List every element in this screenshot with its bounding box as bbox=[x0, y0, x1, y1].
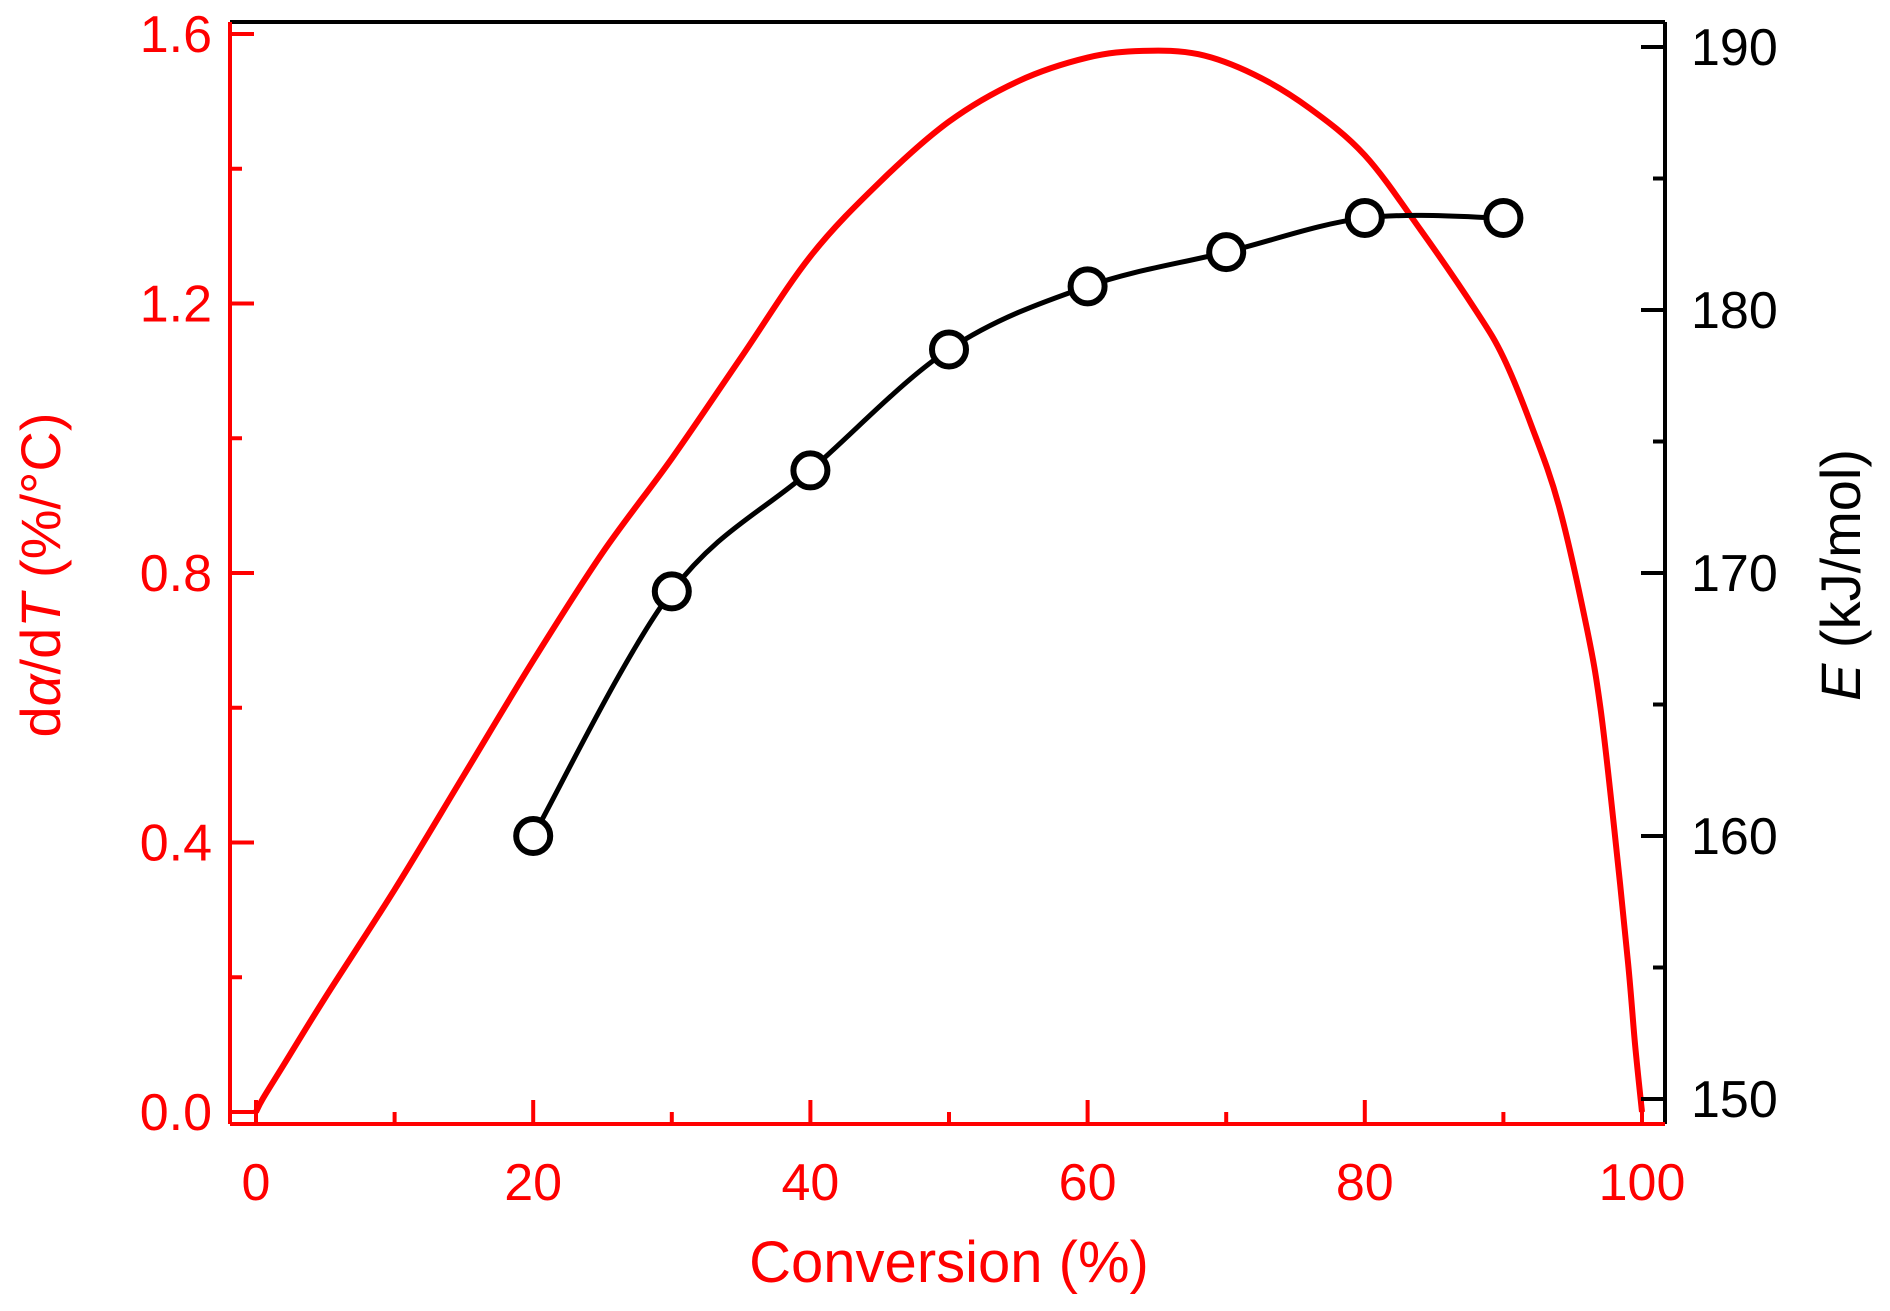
x-tick-label: 100 bbox=[1599, 1154, 1686, 1212]
y-right-tick-label: 180 bbox=[1691, 282, 1778, 340]
y-axis-right-label: E (kJ/mol) bbox=[1809, 449, 1872, 701]
series-1-point bbox=[790, 450, 831, 491]
y-left-tick-label: 0.4 bbox=[140, 815, 212, 873]
y-right-tick-label: 170 bbox=[1691, 545, 1778, 603]
y-left-tick-label: 1.6 bbox=[140, 6, 212, 64]
y-left-tick-label: 0.0 bbox=[140, 1084, 212, 1142]
series-1-point bbox=[1206, 232, 1247, 273]
y-left-tick-label: 0.8 bbox=[140, 545, 212, 603]
x-axis-label: Conversion (%) bbox=[749, 1230, 1149, 1295]
x-tick-label: 80 bbox=[1336, 1154, 1394, 1212]
axes: 0 20 40 60 80 100 0.0 0.4 0.8 1.2 1.6 150 160 170 180 1… bbox=[140, 6, 1778, 1212]
y-left-tick-label: 1.2 bbox=[140, 276, 212, 334]
x-tick-label: 20 bbox=[504, 1154, 562, 1212]
series-1-point bbox=[513, 816, 554, 856]
series-0-line bbox=[253, 47, 1645, 1114]
series-1-line bbox=[531, 212, 1504, 838]
y-right-tick-label: 150 bbox=[1691, 1071, 1778, 1129]
y-axis-left-label: dα/dT (%/°C) bbox=[9, 412, 72, 737]
y-right-tick-label: 160 bbox=[1691, 808, 1778, 866]
series-1-point bbox=[929, 329, 969, 370]
x-tick-label: 60 bbox=[1059, 1154, 1117, 1212]
series-1-point bbox=[1344, 197, 1385, 238]
x-tick-label: 40 bbox=[781, 1154, 839, 1212]
plot-area bbox=[253, 47, 1645, 1114]
x-tick-label: 0 bbox=[242, 1154, 271, 1212]
series-1-point bbox=[1067, 266, 1108, 307]
y-right-tick-label: 190 bbox=[1691, 19, 1778, 77]
series-1-point bbox=[1483, 197, 1524, 238]
series-1-point bbox=[651, 571, 692, 612]
